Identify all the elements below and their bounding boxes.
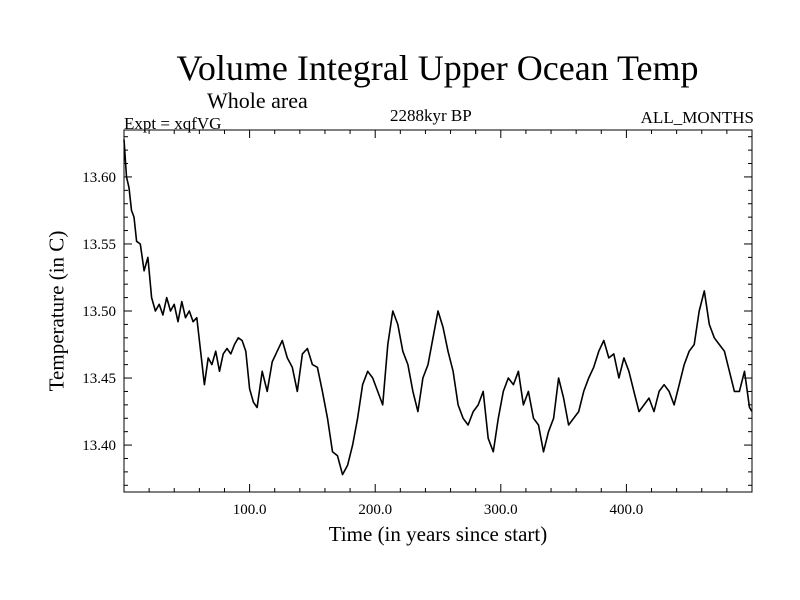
x-tick-label: 200.0 [358,502,392,518]
chart-title: Volume Integral Upper Ocean Temp [176,48,699,88]
y-tick-label: 13.50 [82,304,116,320]
x-axis-ticks: 100.0 200.0 300.0 400.0 [148,130,728,518]
period-label: 2288kyr BP [390,106,472,125]
experiment-label: Expt = xqfVG [124,114,222,133]
y-tick-label: 13.60 [82,170,116,186]
y-tick-label: 13.40 [82,438,116,454]
y-tick-label: 13.45 [82,371,116,387]
chart-subtitle: Whole area [207,88,308,113]
series-layer [123,139,753,476]
y-axis-ticks: 13.40 13.45 13.50 13.55 13.60 [82,136,752,486]
y-tick-label: 13.55 [82,237,116,253]
months-label: ALL_MONTHS [640,108,754,127]
x-tick-label: 400.0 [610,502,644,518]
series-line [123,139,753,476]
x-tick-label: 100.0 [233,502,267,518]
x-tick-label: 300.0 [484,502,518,518]
x-axis-label: Time (in years since start) [328,522,548,546]
